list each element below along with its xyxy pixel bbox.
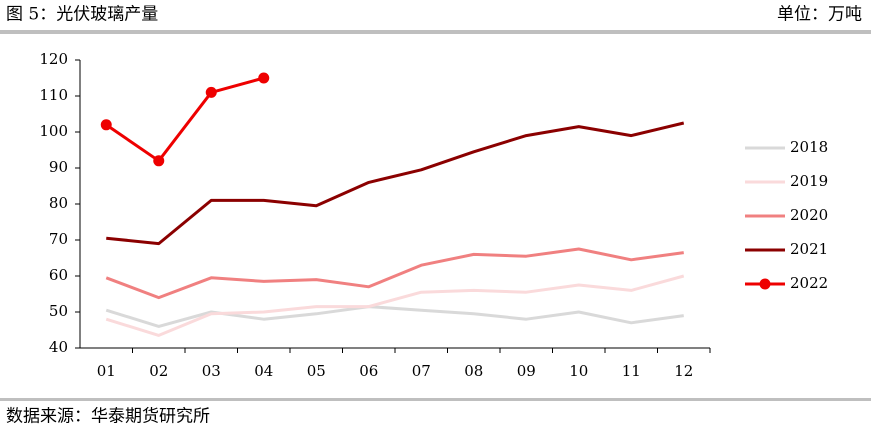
x-tick-label: 03	[202, 362, 221, 380]
x-tick-label: 09	[517, 362, 536, 380]
legend-label: 2019	[790, 172, 828, 190]
x-tick-label: 11	[622, 362, 641, 380]
series-line	[105, 305, 684, 328]
legend-label: 2018	[790, 138, 828, 156]
legend-label: 2020	[790, 206, 828, 224]
y-tick-label: 50	[49, 302, 68, 320]
x-tick-label: 10	[569, 362, 588, 380]
legend-marker	[759, 278, 771, 290]
x-tick-label: 05	[307, 362, 326, 380]
x-tick-label: 07	[412, 362, 431, 380]
x-tick-label: 04	[254, 362, 273, 380]
x-tick-label: 08	[464, 362, 483, 380]
source-label: 数据来源：华泰期货研究所	[6, 407, 210, 427]
point	[153, 155, 165, 167]
y-tick-label: 110	[39, 86, 68, 104]
point	[205, 86, 217, 98]
x-tick-label: 06	[359, 362, 378, 380]
y-tick-label: 70	[49, 230, 68, 248]
y-tick-label: 40	[49, 338, 68, 356]
series-line	[105, 247, 684, 300]
footer-rule	[0, 398, 871, 401]
point	[100, 119, 112, 131]
series-line	[106, 121, 685, 246]
series-line	[105, 76, 265, 163]
x-tick-label: 01	[97, 362, 116, 380]
legend-label: 2021	[790, 240, 828, 258]
x-tick-label: 12	[674, 362, 693, 380]
y-tick-label: 120	[39, 50, 68, 68]
point	[258, 72, 270, 84]
unit-label: 单位：万吨	[777, 5, 862, 25]
legend-label: 2022	[790, 274, 828, 292]
x-tick-label: 02	[149, 362, 168, 380]
chart-title: 图 5：光伏玻璃产量	[6, 5, 158, 25]
series-line	[105, 274, 685, 337]
y-tick-label: 80	[49, 194, 68, 212]
y-tick-label: 90	[49, 158, 68, 176]
y-tick-label: 60	[49, 266, 68, 284]
header-rule	[0, 30, 871, 34]
y-tick-label: 100	[39, 122, 68, 140]
